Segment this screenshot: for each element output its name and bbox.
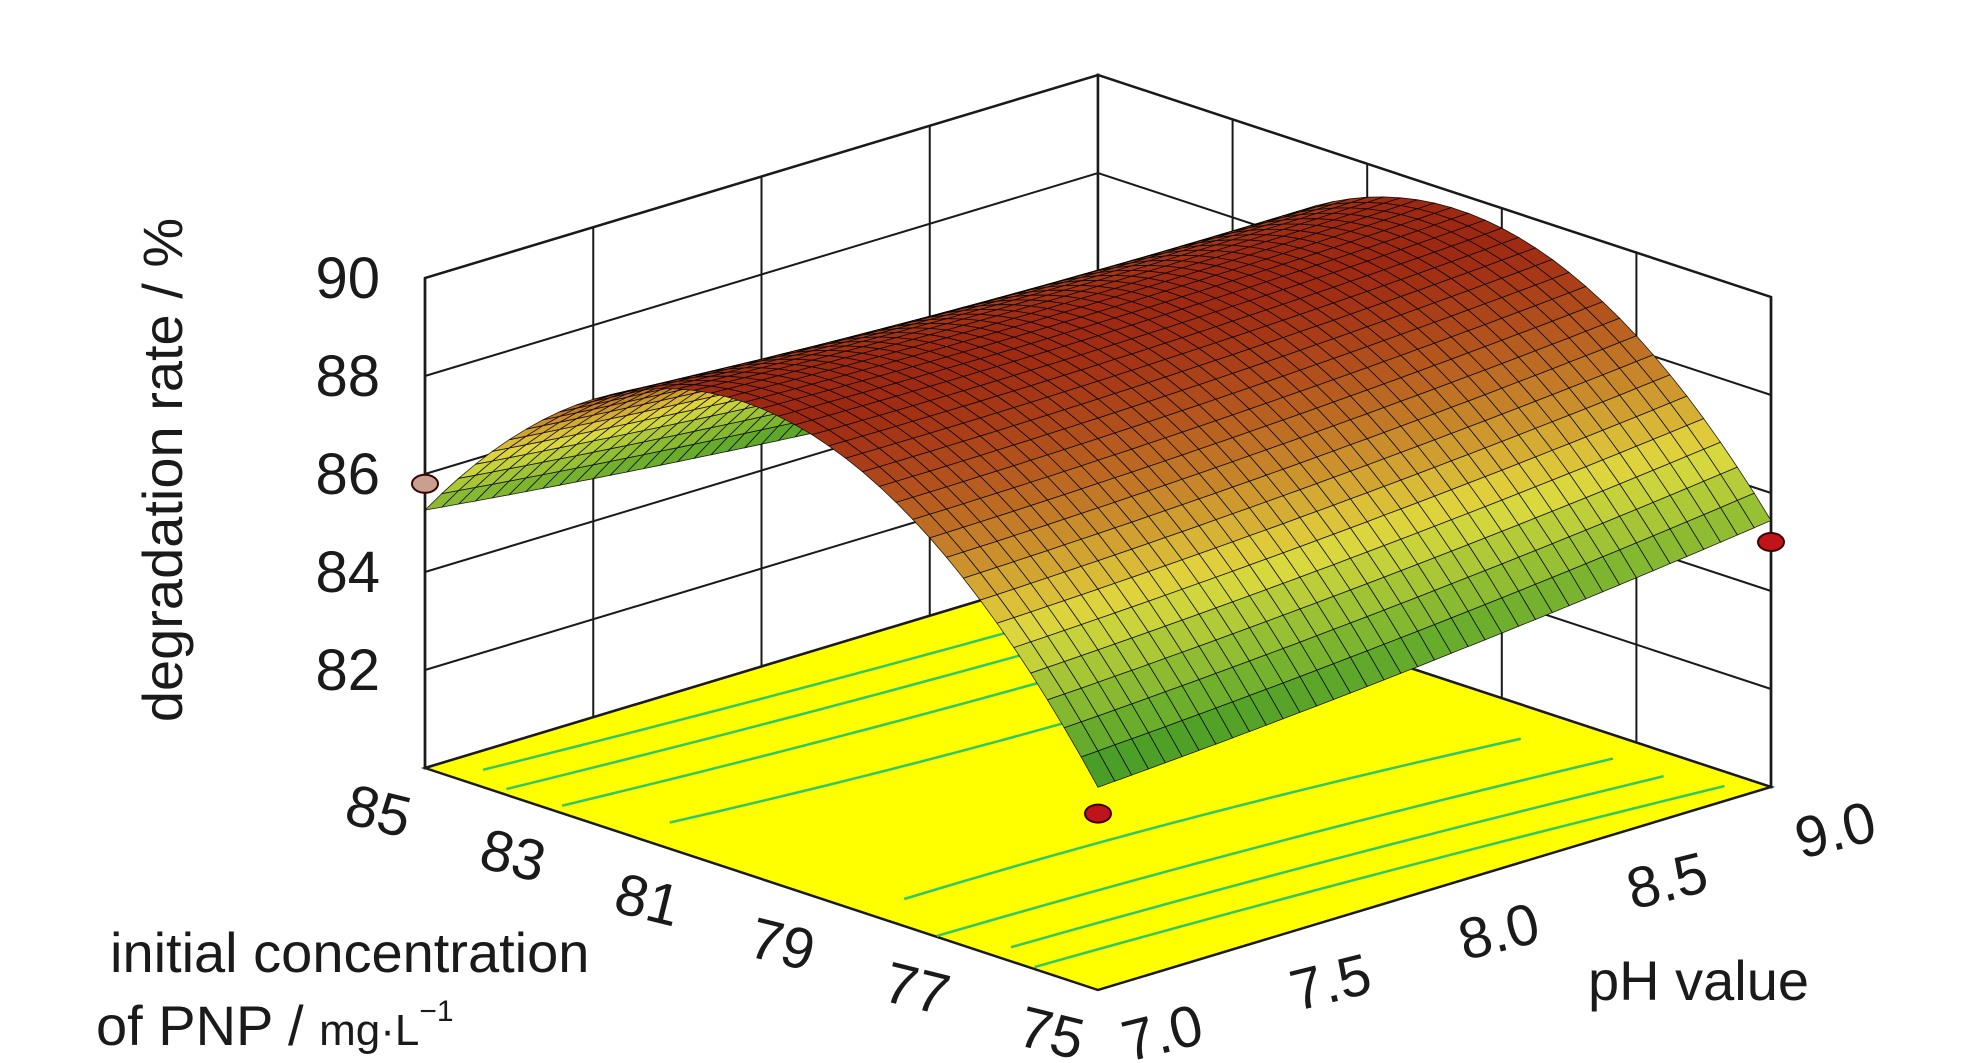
design-point-1	[1084, 803, 1112, 824]
x-axis-label-unit: mg·L	[319, 1006, 419, 1055]
x-tick-1: 83	[474, 816, 552, 895]
y-tick-1: 7.5	[1284, 941, 1378, 1024]
tick-labels: 82 84 86 88 90 85 83 81 79 77 75 7.0 7.5 8.0 8.5 9.0	[315, 246, 1882, 1063]
z-tick-1: 84	[315, 540, 380, 605]
response-surface	[423, 196, 1772, 788]
contour-1-1	[1010, 775, 1664, 949]
x-tick-5: 75	[1012, 994, 1090, 1063]
x-axis-label-main: of PNP /	[96, 994, 319, 1057]
x-tick-0: 85	[339, 772, 417, 851]
x-axis-label-line1: initial concentration	[110, 921, 589, 984]
surface-cell	[1080, 750, 1116, 788]
z-tick-2: 86	[315, 442, 380, 507]
contour-0-1	[1034, 784, 1725, 969]
design-points	[411, 473, 1785, 824]
contour-3-2	[669, 750, 958, 824]
design-point-2	[1757, 532, 1785, 552]
x-axis-label-sup: −1	[419, 995, 453, 1028]
x-tick-4: 77	[878, 950, 956, 1029]
z-tick-0: 82	[315, 638, 380, 703]
contour-3-1	[903, 737, 1522, 901]
z-tick-4: 90	[315, 246, 380, 311]
z-axis-label: degradation rate / %	[131, 218, 194, 722]
z-tick-3: 88	[315, 344, 380, 409]
contour-0-2	[482, 692, 781, 772]
x-tick-3: 79	[743, 905, 821, 984]
design-point-0	[411, 473, 439, 494]
contour-2-1	[936, 757, 1614, 938]
x-tick-2: 81	[608, 861, 686, 940]
contour-2-2	[561, 725, 879, 807]
y-tick-2: 8.0	[1452, 891, 1546, 974]
y-tick-0: 7.0	[1115, 992, 1209, 1063]
x-axis-label-line2: of PNP / mg·L−1	[96, 994, 454, 1057]
y-tick-4: 9.0	[1788, 789, 1882, 872]
y-axis-label: pH value	[1588, 949, 1809, 1012]
contour-1-2	[506, 707, 825, 791]
y-tick-3: 8.5	[1620, 840, 1714, 923]
